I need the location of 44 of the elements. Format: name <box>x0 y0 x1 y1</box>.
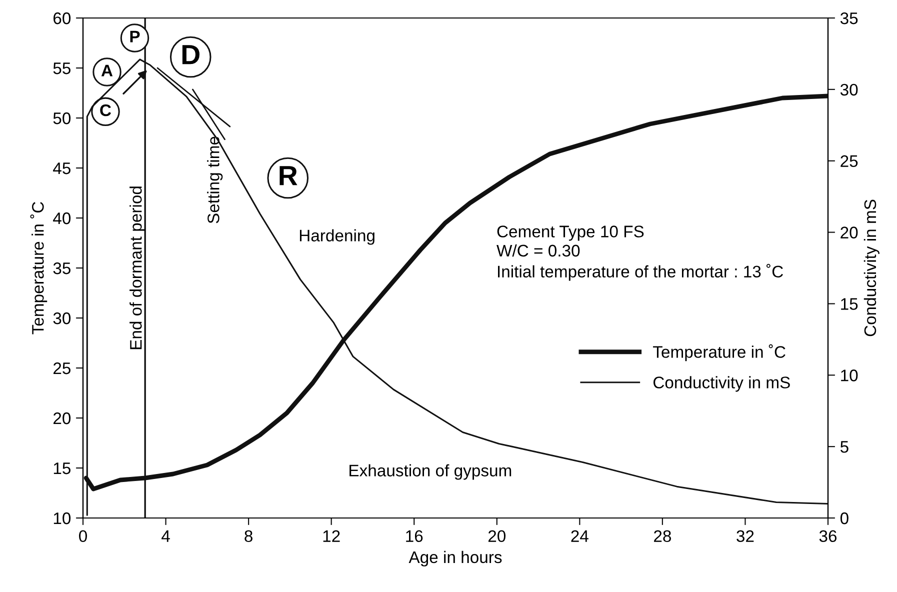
y-tick-label: 50 <box>53 112 71 124</box>
annotation: C <box>100 104 112 116</box>
annotation: D <box>182 45 200 64</box>
x-tick-label: 28 <box>654 530 671 542</box>
annotation: Cement Type 10 FS W/C = 0.30 Initial temperature of the mortar : 13 ˚C <box>496 226 783 281</box>
y2-axis-title: Conductivity in mS <box>864 200 880 336</box>
x-tick-label: 24 <box>571 530 588 542</box>
y2-tick-label: 15 <box>841 298 858 310</box>
y-tick-label: 35 <box>53 262 70 274</box>
y-tick-label: 25 <box>53 362 70 374</box>
annotation: A <box>101 64 113 76</box>
legend-label: Temperature in ˚C <box>653 344 786 362</box>
x-tick-label: 20 <box>488 530 506 542</box>
y-axis-title: Temperature in ˚C <box>30 202 48 334</box>
y-tick-label: 15 <box>54 462 70 474</box>
x-tick-label: 36 <box>819 530 837 542</box>
annotation: Exhaustion of gypsum <box>350 464 512 480</box>
annotation: R <box>280 166 298 186</box>
x-tick-label: 8 <box>244 530 252 542</box>
x-axis-title: Age in hours <box>408 550 502 566</box>
y2-tick-label: 35 <box>840 12 858 24</box>
y-tick-label: 10 <box>54 512 71 524</box>
annotation: Hardening <box>300 229 374 245</box>
x-tick-label: 4 <box>162 530 170 542</box>
y-tick-label: 45 <box>53 162 70 174</box>
y-tick-label: 60 <box>54 12 71 24</box>
x-tick-label: 0 <box>79 530 87 542</box>
y2-tick-label: 30 <box>840 84 858 96</box>
legend-label: Conductivity in mS <box>653 376 790 392</box>
y2-tick-label: 0 <box>840 512 848 524</box>
y-tick-label: 20 <box>53 412 71 424</box>
x-tick-label: 16 <box>406 530 423 542</box>
annotation: P <box>130 30 140 42</box>
y2-tick-label: 5 <box>840 441 848 453</box>
y2-tick-label: 10 <box>841 370 858 382</box>
y-tick-label: 40 <box>53 212 71 224</box>
x-tick-label: 32 <box>736 530 754 542</box>
y-tick-label: 30 <box>53 312 71 324</box>
annotation: Setting time <box>207 136 223 224</box>
y-tick-label: 55 <box>53 62 70 74</box>
y2-tick-label: 25 <box>840 155 858 168</box>
y2-tick-label: 20 <box>840 226 858 238</box>
x-tick-label: 12 <box>323 530 340 542</box>
ref-line-label: End of dormant period <box>130 186 146 350</box>
